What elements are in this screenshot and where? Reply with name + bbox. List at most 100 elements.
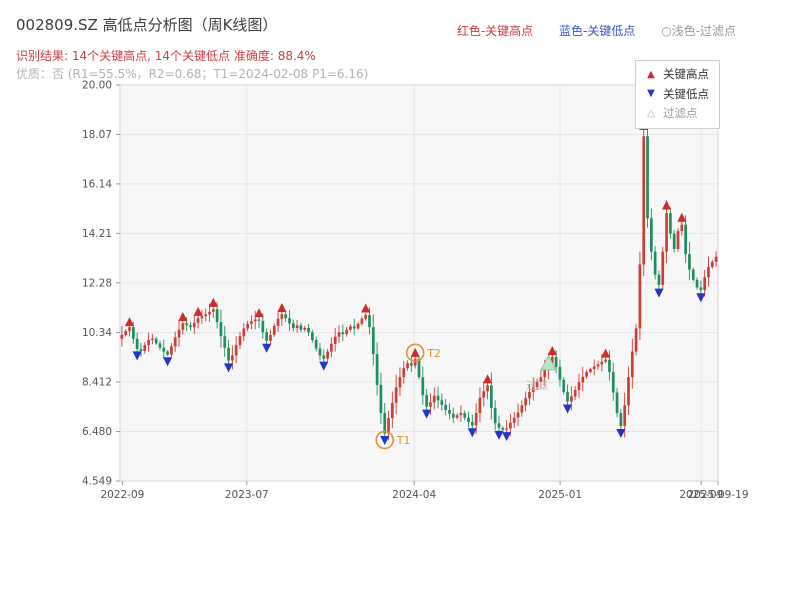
candle-body [699, 287, 703, 291]
candle-body [356, 323, 360, 329]
candle-body [638, 264, 642, 329]
key-low-marker [163, 357, 173, 367]
candle-body [501, 427, 505, 430]
candle-body [676, 231, 680, 250]
candle-body [714, 256, 718, 262]
candle-body [135, 338, 139, 349]
candle-body [322, 355, 326, 359]
y-tick-label: 18.07 [82, 129, 112, 141]
candle-body [425, 395, 428, 407]
candle-body [280, 314, 284, 319]
candle-body [246, 323, 249, 329]
candle-body [303, 327, 307, 330]
key-low-marker [494, 430, 504, 440]
candle-body [154, 338, 158, 344]
legend-item-filtered: △ 过滤点 [645, 107, 709, 120]
candle-body [368, 315, 371, 328]
candle-body [341, 332, 345, 335]
page-title: 002809.SZ 高低点分析图（周K线图） [16, 16, 278, 34]
candle-body [455, 415, 459, 418]
candle-body [531, 386, 535, 393]
y-tick-label: 8.412 [82, 376, 112, 388]
key-high-marker [277, 302, 287, 312]
candle-body [158, 343, 162, 348]
candle-body [139, 348, 143, 352]
candle-body [440, 400, 444, 405]
candle-body [646, 136, 649, 219]
candle-body [402, 368, 406, 378]
key-high-marker [547, 346, 557, 356]
candle-body [649, 218, 653, 252]
key-low-marker [654, 288, 664, 298]
key-high-marker [193, 306, 203, 316]
candle-body [390, 402, 394, 419]
candle-body [242, 328, 246, 337]
legend-item-key-low: ▼ 关键低点 [645, 88, 709, 101]
candle-body [421, 377, 425, 396]
candle-body [653, 251, 657, 275]
candle-body [543, 369, 547, 378]
candle-body [360, 318, 364, 324]
header-legend-key-high: 红色-关键高点 [456, 24, 534, 38]
candle-body [284, 314, 288, 319]
filtered-point-marker [540, 354, 557, 371]
key-low-marker [319, 361, 329, 371]
key-low-marker [132, 351, 142, 361]
candle-body [333, 336, 337, 344]
annotation-label: T1 [396, 434, 411, 447]
key-high-marker [601, 348, 611, 358]
candle-body [215, 309, 219, 323]
candle-body [413, 359, 417, 366]
candle-body [398, 377, 402, 388]
candle-body [562, 379, 566, 393]
candle-body [185, 323, 189, 326]
key-low-marker [422, 409, 432, 419]
candle-body [630, 351, 634, 378]
candle-body [604, 359, 607, 362]
candle-body [208, 311, 211, 315]
recognition-result-line: 识别结果: 14个关键高点, 14个关键低点 准确度: 88.4% [16, 49, 316, 63]
legend-item-key-high: ▲ 关键高点 [645, 67, 709, 81]
candle-body [577, 382, 581, 390]
candle-body [227, 347, 230, 361]
annotation-circle [405, 343, 425, 363]
candle-body [272, 325, 276, 335]
candle-body [124, 331, 128, 335]
candle-body [211, 309, 215, 312]
candle-body [417, 359, 421, 378]
candle-body [596, 364, 600, 367]
quality-info-line: 优质：否 (R1=55.5%，R2=0.68；T1=2024-02-08 P1=… [16, 67, 369, 81]
hollow-triangle-icon: △ [647, 107, 655, 119]
candle-body [257, 319, 261, 321]
candle-body [703, 277, 707, 291]
key-high-marker [410, 347, 420, 357]
candle-body [695, 279, 699, 288]
key-low-marker [502, 432, 512, 442]
candle-body [615, 392, 619, 414]
x-tick-label: 2025-01 [538, 489, 582, 501]
candle-body [512, 417, 516, 423]
candle-body [364, 315, 368, 319]
candle-body [394, 387, 398, 403]
candle-body [223, 336, 227, 348]
x-tick-label: 2024-04 [392, 489, 436, 501]
candle-body [387, 418, 390, 434]
candle-body [269, 334, 272, 341]
candle-body [642, 136, 646, 265]
candle-body [627, 377, 630, 406]
candle-body [128, 327, 131, 332]
candle-body [379, 384, 383, 414]
candle-body [688, 254, 691, 270]
header-color-legend: 红色-关键高点 蓝色-关键低点 ○浅色-过滤点 [435, 22, 736, 39]
key-high-marker [677, 212, 687, 222]
y-tick-label: 14.21 [82, 228, 112, 240]
candle-body [611, 372, 615, 393]
candle-body [291, 323, 295, 328]
candle-body [429, 402, 432, 407]
candle-body [669, 213, 672, 234]
legend-item-label: 关键高点 [663, 67, 709, 81]
key-high-marker [661, 200, 672, 210]
key-high-marker [178, 311, 188, 321]
y-tick-label: 16.14 [82, 178, 112, 190]
